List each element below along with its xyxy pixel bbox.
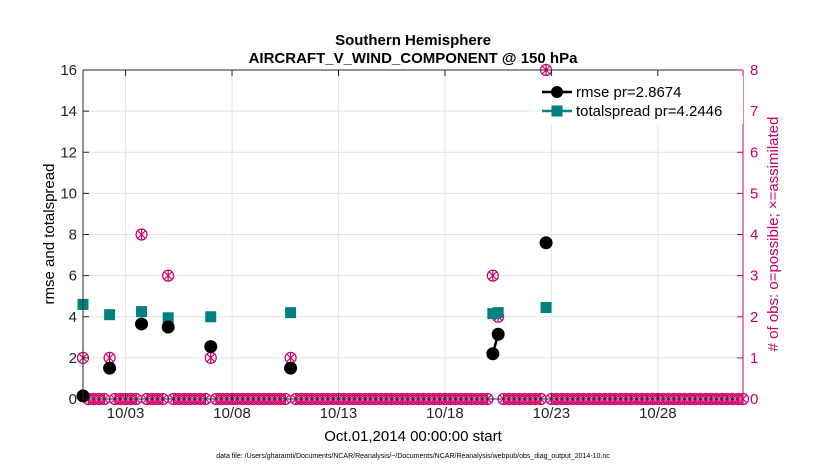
legend-rmse-marker xyxy=(551,86,563,98)
y-tick-label-left: 12 xyxy=(60,144,77,161)
y-tick-label-left: 0 xyxy=(69,391,77,408)
x-tick-label: 10/28 xyxy=(639,405,677,422)
obs-assimilated-marker xyxy=(206,352,216,363)
totalspread-point xyxy=(285,307,297,319)
y-tick-label-right: 5 xyxy=(750,185,758,202)
legend-totalspread-marker xyxy=(551,105,563,117)
chart-title-line2: AIRCRAFT_V_WIND_COMPONENT @ 150 hPa xyxy=(249,50,579,67)
rmse-point xyxy=(284,361,298,375)
totalspread-point xyxy=(162,312,174,324)
x-tick-label: 10/23 xyxy=(533,405,571,422)
rmse-point xyxy=(539,236,553,250)
legend-box xyxy=(531,76,743,124)
axes: 10/03 10/08 10/13 10/18 10/23 10/280246810121… xyxy=(60,62,758,422)
legend-rmse-label: rmse pr=2.8674 xyxy=(576,84,681,101)
y-tick-label-left: 8 xyxy=(69,227,77,244)
y-tick-label-left: 2 xyxy=(69,350,77,367)
y-tick-label-right: 8 xyxy=(750,62,758,79)
x-tick-label: 10/03 xyxy=(107,405,145,422)
totalspread-point xyxy=(492,307,504,319)
obs-possible-marker xyxy=(162,269,175,282)
obs-possible-marker xyxy=(135,228,148,241)
chart-title-line1: Southern Hemisphere xyxy=(335,32,491,49)
legend-totalspread-label: totalspread pr=4.2446 xyxy=(576,103,722,120)
obs-assimilated-marker xyxy=(137,229,146,240)
y-tick-label-right: 3 xyxy=(750,268,758,285)
totalspread-point xyxy=(205,311,217,323)
rmse-point xyxy=(135,317,149,331)
y-tick-label-left: 16 xyxy=(60,62,77,79)
rmse-point xyxy=(491,327,505,341)
obs-assimilated-marker xyxy=(488,270,498,281)
totalspread-point xyxy=(540,301,552,313)
legend: rmse pr=2.8674 totalspread pr=4.2446 xyxy=(531,76,743,124)
y-tick-label-left: 10 xyxy=(60,185,77,202)
y-tick-label-right: 7 xyxy=(750,103,758,120)
obs-possible-marker xyxy=(486,269,499,282)
y-tick-label-left: 4 xyxy=(69,309,77,326)
rmse-point xyxy=(161,320,175,334)
x-tick-label: 10/08 xyxy=(213,405,251,422)
data-file-footnote: data file: /Users/gharamti/Documents/NCA… xyxy=(216,453,610,460)
y-tick-label-right: 6 xyxy=(750,144,758,161)
y-axis-label-left: rmse and totalspread xyxy=(41,164,58,305)
y-tick-label-left: 14 xyxy=(60,103,77,120)
totalspread-point xyxy=(104,309,116,321)
obs-assimilated-marker xyxy=(105,352,115,363)
x-tick-label: 10/18 xyxy=(426,405,464,422)
y-tick-label-left: 6 xyxy=(69,268,77,285)
x-tick-label: 10/13 xyxy=(320,405,358,422)
y-tick-label-right: 4 xyxy=(750,227,758,244)
obs-assimilated-marker xyxy=(286,352,296,363)
rmse-point xyxy=(103,361,117,375)
rmse-point xyxy=(204,340,218,354)
totalspread-point xyxy=(136,306,148,318)
y-axis-label-right: # of obs: o=possible; ×=assimilated xyxy=(765,117,782,352)
y-tick-label-right: 1 xyxy=(750,350,758,367)
obs-assimilated-marker xyxy=(163,270,173,281)
y-tick-label-right: 2 xyxy=(750,309,758,326)
rmse-point xyxy=(486,347,500,361)
x-axis-label: Oct.01,2014 00:00:00 start xyxy=(324,428,502,445)
y-tick-label-right: 0 xyxy=(750,391,758,408)
